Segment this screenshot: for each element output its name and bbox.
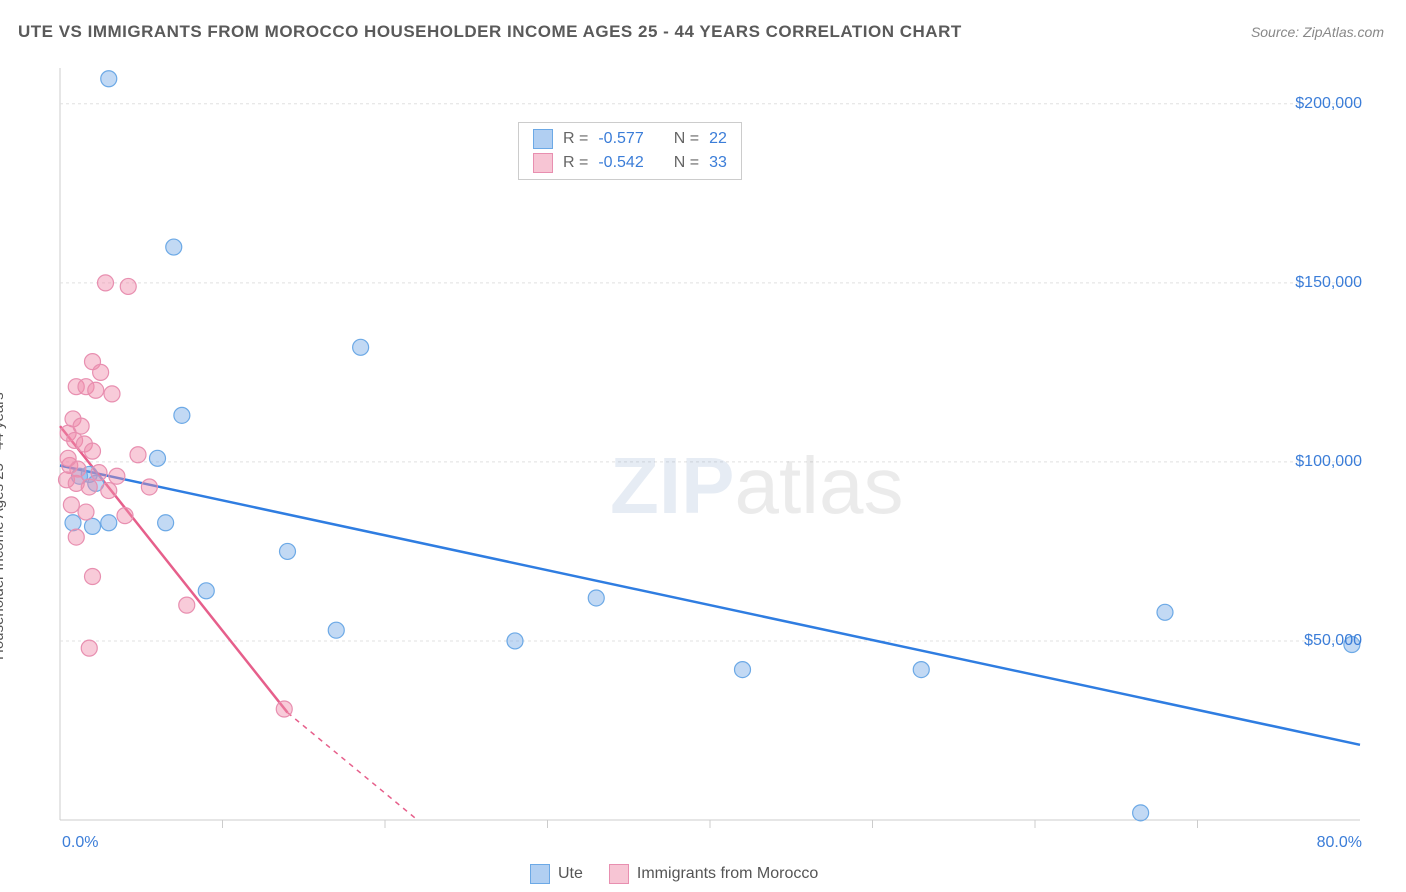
series-legend: Ute Immigrants from Morocco [530, 864, 818, 884]
y-tick-label: $50,000 [1304, 632, 1362, 650]
n-value: 22 [709, 130, 727, 148]
r-label: R = [563, 130, 588, 148]
swatch-pink-icon [533, 153, 553, 173]
legend-label: Immigrants from Morocco [637, 865, 818, 883]
swatch-pink-icon [609, 864, 629, 884]
x-max-label: 80.0% [1317, 834, 1362, 852]
y-tick-label: $200,000 [1295, 95, 1362, 113]
plot-area: ZIPatlas R = -0.577 N = 22 R = -0.542 N … [50, 60, 1370, 850]
n-label: N = [674, 154, 699, 172]
chart-title: UTE VS IMMIGRANTS FROM MOROCCO HOUSEHOLD… [18, 22, 962, 42]
r-label: R = [563, 154, 588, 172]
correlation-row: R = -0.542 N = 33 [519, 151, 741, 175]
n-value: 33 [709, 154, 727, 172]
correlation-row: R = -0.577 N = 22 [519, 127, 741, 151]
x-min-label: 0.0% [62, 834, 98, 852]
legend-item: Immigrants from Morocco [609, 864, 818, 884]
swatch-blue-icon [533, 129, 553, 149]
legend-label: Ute [558, 865, 583, 883]
y-tick-label: $150,000 [1295, 274, 1362, 292]
chart-container: UTE VS IMMIGRANTS FROM MOROCCO HOUSEHOLD… [0, 0, 1406, 892]
legend-item: Ute [530, 864, 583, 884]
r-value: -0.542 [598, 154, 643, 172]
y-axis-label: Householder Income Ages 25 - 44 years [0, 392, 7, 660]
n-label: N = [674, 130, 699, 148]
y-tick-label: $100,000 [1295, 453, 1362, 471]
correlation-legend: R = -0.577 N = 22 R = -0.542 N = 33 [518, 122, 742, 180]
swatch-blue-icon [530, 864, 550, 884]
r-value: -0.577 [598, 130, 643, 148]
source-attribution: Source: ZipAtlas.com [1251, 24, 1384, 40]
